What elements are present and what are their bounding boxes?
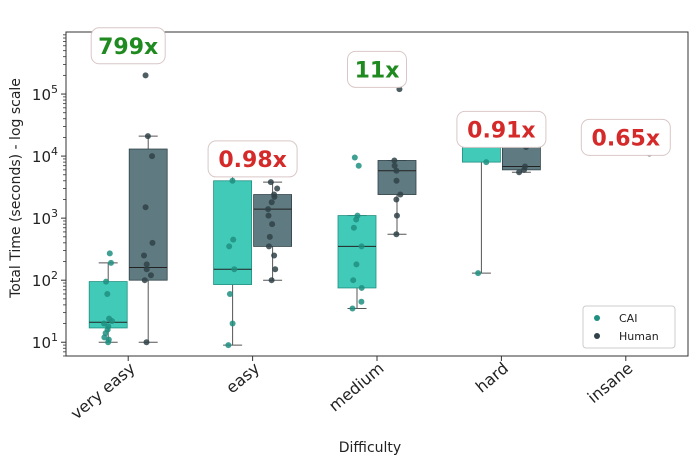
- cai-point-medium: [353, 261, 360, 268]
- cai-point-easy: [225, 342, 232, 349]
- human-point-very-easy: [140, 252, 147, 259]
- x-tick-label-easy: easy: [222, 359, 263, 398]
- cai-point-easy: [231, 266, 238, 273]
- ratio-box-easy: [207, 140, 298, 178]
- cai-point-very-easy: [103, 278, 110, 285]
- y-tick-exponent: 2: [51, 269, 58, 282]
- legend-marker-human: [594, 333, 600, 339]
- human-point-very-easy: [144, 133, 151, 140]
- legend-label-human: Human: [619, 330, 659, 343]
- y-axis-title: Total Time (seconds) - log scale: [8, 78, 24, 299]
- x-tick-label-very-easy: very easy: [67, 359, 139, 424]
- y-tick-label: 105: [32, 83, 58, 104]
- cai-point-easy: [229, 320, 236, 327]
- cai-point-very-easy: [105, 323, 112, 330]
- human-point-easy: [265, 206, 272, 213]
- y-tick-exponent: 5: [51, 83, 58, 96]
- human-point-easy: [272, 266, 279, 273]
- human-point-very-easy: [142, 204, 149, 211]
- x-tick-label-hard: hard: [472, 359, 512, 397]
- x-tick-label-insane: insane: [584, 359, 637, 407]
- human-point-easy: [268, 277, 275, 284]
- ratio-label-insane: 0.65x: [592, 126, 660, 151]
- human-point-medium: [393, 167, 400, 174]
- cai-point-medium: [358, 243, 365, 250]
- human-point-hard: [521, 163, 528, 170]
- human-point-medium: [393, 196, 400, 203]
- cai-point-medium: [355, 162, 362, 169]
- human-box-very-easy: [128, 148, 168, 281]
- human-point-very-easy: [141, 277, 148, 284]
- cai-point-easy: [226, 243, 233, 250]
- human-point-easy: [265, 243, 272, 250]
- cai-point-hard: [483, 159, 490, 166]
- human-point-very-easy: [149, 153, 156, 160]
- cai-point-medium: [351, 154, 358, 161]
- human-point-very-easy: [143, 266, 150, 273]
- cai-point-very-easy: [106, 315, 113, 322]
- human-point-medium: [397, 191, 404, 198]
- human-point-very-easy: [143, 261, 150, 268]
- cai-point-medium: [349, 305, 356, 312]
- cai-point-medium: [350, 277, 357, 284]
- cai-point-very-easy: [105, 336, 112, 343]
- ratio-label-very-easy: 799x: [98, 35, 158, 60]
- cai-point-very-easy: [104, 290, 111, 297]
- human-point-easy: [267, 179, 274, 186]
- legend-marker-cai: [594, 315, 600, 321]
- cai-point-medium: [354, 212, 361, 219]
- human-point-medium: [393, 212, 400, 219]
- legend-box: [582, 305, 676, 349]
- legend-label-cai: CAI: [619, 312, 637, 325]
- cai-point-medium: [358, 298, 365, 305]
- cai-box-medium: [337, 215, 377, 289]
- human-point-easy: [266, 233, 273, 240]
- y-tick-label: 104: [32, 145, 58, 166]
- cai-point-very-easy: [100, 320, 107, 327]
- y-tick-label: 101: [32, 331, 58, 352]
- cai-point-hard: [475, 270, 482, 277]
- human-point-hard: [516, 169, 523, 176]
- human-point-very-easy: [147, 272, 154, 279]
- human-point-easy: [274, 185, 281, 192]
- ratio-box-medium: [347, 50, 407, 88]
- cai-point-medium: [350, 224, 357, 231]
- ratio-label-easy: 0.98x: [218, 148, 286, 173]
- y-tick-label: 102: [32, 269, 58, 290]
- ratio-box-insane: [580, 118, 671, 156]
- human-point-very-easy: [142, 72, 149, 79]
- cai-point-medium: [358, 284, 365, 291]
- ratio-label-medium: 11x: [355, 58, 400, 83]
- x-axis-title: Difficulty: [339, 440, 401, 456]
- human-point-medium: [391, 162, 398, 169]
- y-tick-exponent: 3: [51, 207, 58, 220]
- cai-point-easy: [229, 177, 236, 184]
- human-point-medium: [393, 177, 400, 184]
- ratio-label-hard: 0.91x: [467, 118, 535, 143]
- cai-point-very-easy: [106, 250, 113, 257]
- human-point-easy: [271, 252, 278, 259]
- y-tick-label: 103: [32, 207, 58, 228]
- human-point-medium: [391, 157, 398, 164]
- human-point-very-easy: [143, 339, 150, 346]
- human-point-easy: [265, 212, 272, 219]
- plot-area: 101 102 103 104 105 very easy easy medium hard in…: [32, 27, 689, 424]
- y-tick-exponent: 1: [51, 331, 58, 344]
- cai-point-easy: [230, 236, 237, 243]
- y-tick-exponent: 4: [51, 145, 58, 158]
- human-point-easy: [268, 199, 275, 206]
- human-point-very-easy: [149, 239, 156, 246]
- human-point-easy: [271, 191, 278, 198]
- human-point-easy: [269, 221, 276, 228]
- ratio-box-very-easy: [90, 27, 166, 65]
- human-point-medium: [393, 231, 400, 238]
- ratio-box-hard: [456, 110, 547, 148]
- cai-point-very-easy: [108, 259, 115, 266]
- x-tick-label-medium: medium: [325, 359, 388, 416]
- cai-point-easy: [226, 290, 233, 297]
